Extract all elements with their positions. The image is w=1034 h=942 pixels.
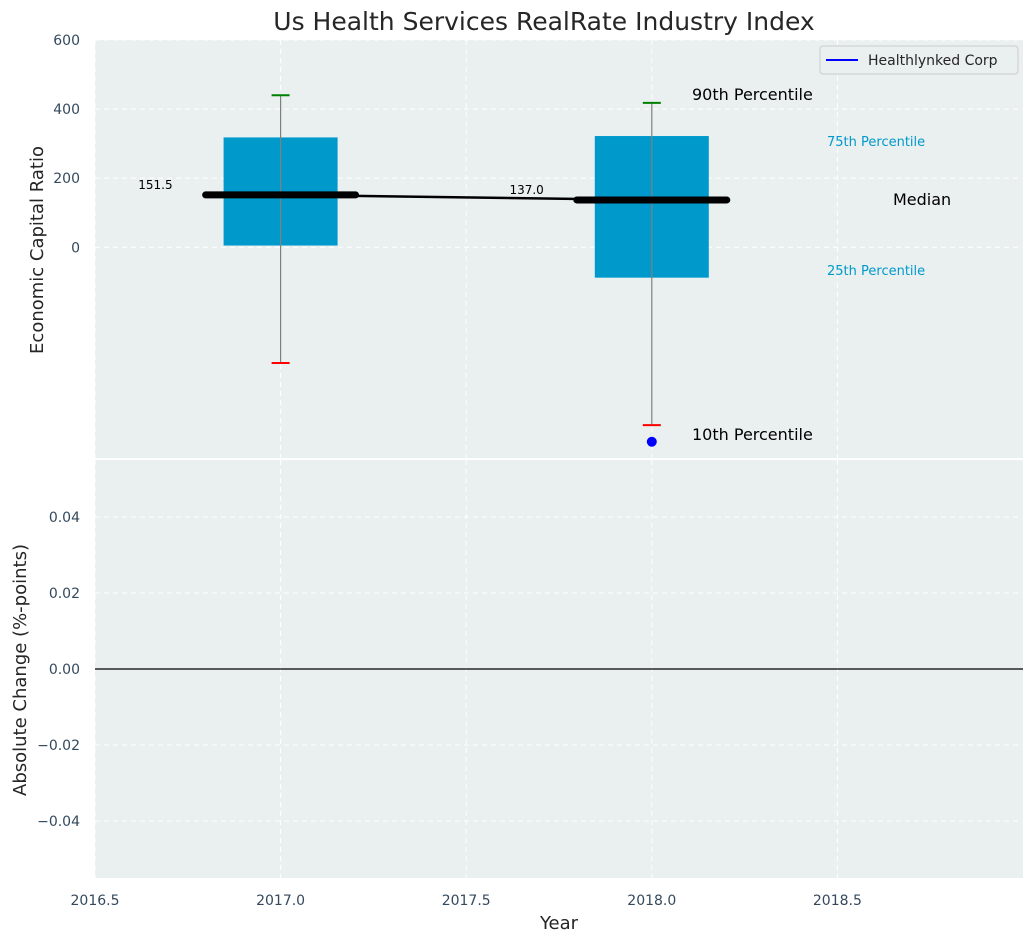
bottom-y-axis-label: Absolute Change (%-points) [10, 544, 31, 796]
company-point-0 [646, 436, 657, 447]
median-label-1: 137.0 [509, 183, 543, 197]
top-y-tick-0: 0 [71, 240, 80, 256]
median-label-0: 151.5 [138, 178, 172, 192]
x-tick-2: 2017.5 [442, 893, 491, 909]
bottom-grid [94, 460, 1023, 878]
chart-title: Us Health Services RealRate Industry Ind… [273, 7, 814, 36]
legend-label-healthlynked: Healthlynked Corp [868, 53, 998, 69]
box-plots: 151.5 137.0 [138, 94, 731, 447]
top-y-tick-3: 600 [53, 33, 80, 49]
x-tick-1: 2017.0 [256, 893, 305, 909]
bottom-y-tick-0: −0.04 [37, 814, 80, 830]
bottom-y-tick-labels: −0.04 −0.02 0.00 0.02 0.04 [37, 510, 80, 830]
top-y-axis-label: Economic Capital Ratio [27, 146, 48, 354]
legend: Healthlynked Corp [819, 45, 1019, 75]
bottom-y-tick-2: 0.00 [49, 662, 80, 678]
x-tick-labels: 2016.5 2017.0 2017.5 2018.0 2018.5 [71, 893, 862, 909]
top-plot-area [95, 40, 1023, 458]
annotation-p25: 25th Percentile [827, 264, 925, 279]
top-y-tick-labels: 0 200 400 600 [53, 33, 80, 256]
bottom-y-tick-1: −0.02 [37, 738, 80, 754]
x-tick-4: 2018.5 [813, 893, 862, 909]
top-y-tick-2: 400 [53, 102, 80, 118]
bottom-y-tick-3: 0.02 [49, 586, 80, 602]
top-y-tick-1: 200 [53, 171, 80, 187]
annotation-median: Median [893, 190, 951, 209]
x-tick-3: 2018.0 [627, 893, 676, 909]
annotation-p90: 90th Percentile [692, 85, 813, 104]
percentile-annotations: 90th Percentile 75th Percentile Median 2… [692, 85, 951, 444]
annotation-p75: 75th Percentile [827, 135, 925, 150]
x-tick-0: 2016.5 [71, 893, 120, 909]
legend-box [819, 45, 1019, 75]
bottom-y-tick-4: 0.04 [49, 510, 80, 526]
x-axis-label: Year [539, 913, 579, 934]
annotation-p10: 10th Percentile [692, 425, 813, 444]
